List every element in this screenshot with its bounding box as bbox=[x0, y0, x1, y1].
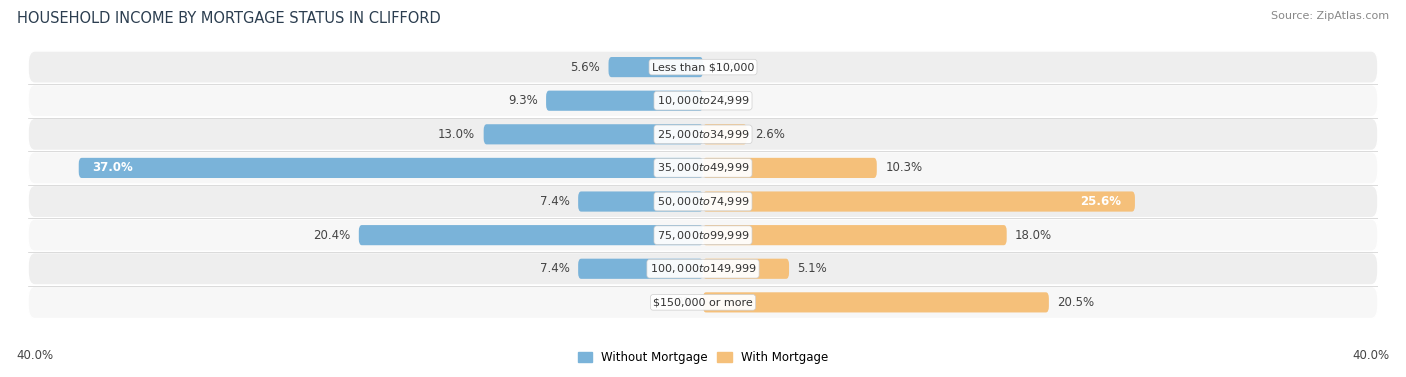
Text: 5.1%: 5.1% bbox=[797, 262, 827, 275]
FancyBboxPatch shape bbox=[28, 152, 1378, 184]
Text: 5.6%: 5.6% bbox=[571, 61, 600, 74]
Text: 37.0%: 37.0% bbox=[93, 161, 134, 175]
FancyBboxPatch shape bbox=[28, 286, 1378, 319]
Text: 7.4%: 7.4% bbox=[540, 195, 569, 208]
FancyBboxPatch shape bbox=[546, 90, 703, 111]
FancyBboxPatch shape bbox=[28, 253, 1378, 285]
FancyBboxPatch shape bbox=[703, 124, 747, 144]
Text: 0.0%: 0.0% bbox=[711, 94, 741, 107]
FancyBboxPatch shape bbox=[28, 118, 1378, 150]
FancyBboxPatch shape bbox=[28, 219, 1378, 251]
FancyBboxPatch shape bbox=[79, 158, 703, 178]
FancyBboxPatch shape bbox=[703, 225, 1007, 245]
FancyBboxPatch shape bbox=[703, 259, 789, 279]
Text: 18.0%: 18.0% bbox=[1015, 228, 1052, 242]
Text: Source: ZipAtlas.com: Source: ZipAtlas.com bbox=[1271, 11, 1389, 21]
Text: $150,000 or more: $150,000 or more bbox=[654, 297, 752, 307]
FancyBboxPatch shape bbox=[28, 51, 1378, 83]
Text: 2.6%: 2.6% bbox=[755, 128, 785, 141]
Text: $10,000 to $24,999: $10,000 to $24,999 bbox=[657, 94, 749, 107]
Text: 7.4%: 7.4% bbox=[540, 262, 569, 275]
Text: 10.3%: 10.3% bbox=[886, 161, 922, 175]
FancyBboxPatch shape bbox=[578, 259, 703, 279]
Text: 9.3%: 9.3% bbox=[508, 94, 537, 107]
Text: 13.0%: 13.0% bbox=[439, 128, 475, 141]
Text: Less than $10,000: Less than $10,000 bbox=[652, 62, 754, 72]
Text: $100,000 to $149,999: $100,000 to $149,999 bbox=[650, 262, 756, 275]
FancyBboxPatch shape bbox=[609, 57, 703, 77]
FancyBboxPatch shape bbox=[703, 292, 1049, 313]
FancyBboxPatch shape bbox=[703, 158, 877, 178]
Text: 0.0%: 0.0% bbox=[711, 61, 741, 74]
FancyBboxPatch shape bbox=[484, 124, 703, 144]
FancyBboxPatch shape bbox=[28, 185, 1378, 218]
Text: $35,000 to $49,999: $35,000 to $49,999 bbox=[657, 161, 749, 175]
Text: 20.4%: 20.4% bbox=[314, 228, 350, 242]
Text: HOUSEHOLD INCOME BY MORTGAGE STATUS IN CLIFFORD: HOUSEHOLD INCOME BY MORTGAGE STATUS IN C… bbox=[17, 11, 440, 26]
Text: $50,000 to $74,999: $50,000 to $74,999 bbox=[657, 195, 749, 208]
Text: 25.6%: 25.6% bbox=[1080, 195, 1122, 208]
Text: $25,000 to $34,999: $25,000 to $34,999 bbox=[657, 128, 749, 141]
Text: $75,000 to $99,999: $75,000 to $99,999 bbox=[657, 228, 749, 242]
Text: 40.0%: 40.0% bbox=[1353, 349, 1389, 362]
FancyBboxPatch shape bbox=[28, 84, 1378, 117]
FancyBboxPatch shape bbox=[703, 192, 1135, 211]
Text: 20.5%: 20.5% bbox=[1057, 296, 1094, 309]
Text: 40.0%: 40.0% bbox=[17, 349, 53, 362]
FancyBboxPatch shape bbox=[359, 225, 703, 245]
Legend: Without Mortgage, With Mortgage: Without Mortgage, With Mortgage bbox=[574, 346, 832, 369]
FancyBboxPatch shape bbox=[578, 192, 703, 211]
Text: 0.0%: 0.0% bbox=[665, 296, 695, 309]
